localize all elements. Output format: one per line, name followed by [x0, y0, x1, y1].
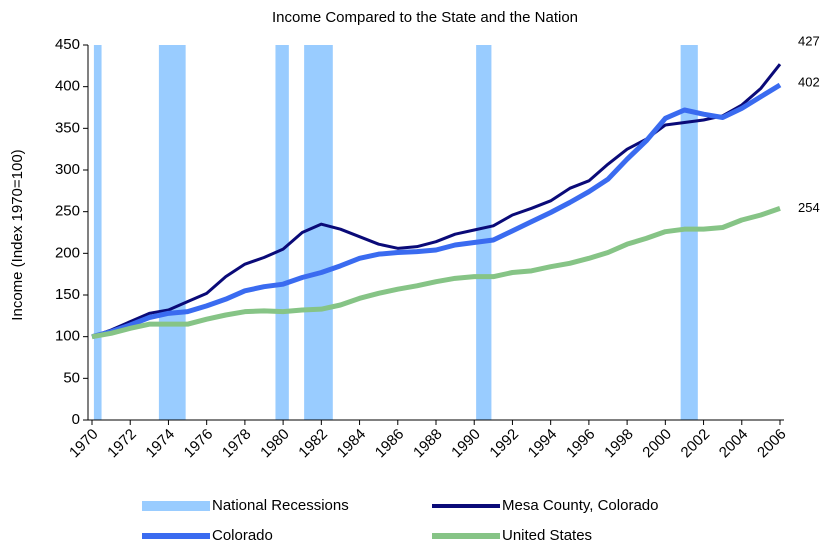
- y-tick-label: 400: [55, 78, 80, 95]
- series-line: [91, 82, 782, 340]
- x-tick-label: 1974: [142, 426, 178, 462]
- recession-band: [93, 45, 102, 420]
- end-label: 427: [798, 34, 820, 49]
- y-tick-label: 150: [55, 286, 80, 303]
- x-tick-label: 1970: [66, 426, 102, 462]
- legend-label: United States: [502, 527, 592, 544]
- x-tick-label: 2006: [754, 426, 790, 462]
- x-tick-label: 1992: [486, 426, 522, 462]
- y-tick-label: 300: [55, 161, 80, 178]
- x-tick-label: 1996: [563, 426, 599, 462]
- x-tick-label: 1986: [372, 426, 408, 462]
- x-tick-label: 1978: [219, 426, 255, 462]
- x-tick-label: 1994: [525, 426, 561, 462]
- series-line: [91, 205, 781, 340]
- recession-band: [476, 45, 492, 420]
- x-tick-label: 1990: [448, 426, 484, 462]
- recession-band: [304, 45, 333, 420]
- y-tick-label: 250: [55, 203, 80, 220]
- end-label: 254: [798, 200, 820, 215]
- recession-band: [680, 45, 698, 420]
- legend-label: National Recessions: [212, 497, 349, 514]
- series-line: [91, 63, 782, 339]
- chart-title: Income Compared to the State and the Nat…: [272, 9, 578, 26]
- x-tick-label: 1998: [601, 426, 637, 462]
- x-tick-label: 1980: [257, 426, 293, 462]
- y-tick-label: 100: [55, 328, 80, 345]
- recession-band: [158, 45, 186, 420]
- x-tick-label: 1976: [181, 426, 217, 462]
- x-tick-label: 2002: [678, 426, 714, 462]
- legend-label: Mesa County, Colorado: [502, 497, 658, 514]
- y-tick-label: 0: [72, 411, 80, 428]
- recession-band: [275, 45, 289, 420]
- x-tick-label: 2004: [716, 426, 752, 462]
- y-tick-label: 50: [63, 369, 80, 386]
- x-tick-label: 1984: [334, 426, 370, 462]
- x-tick-label: 1982: [295, 426, 331, 462]
- legend-label: Colorado: [212, 527, 273, 544]
- y-axis-label: Income (Index 1970=100): [9, 149, 26, 320]
- x-tick-label: 1988: [410, 426, 446, 462]
- y-tick-label: 200: [55, 244, 80, 261]
- y-tick-label: 350: [55, 119, 80, 136]
- y-tick-label: 450: [55, 36, 80, 53]
- x-tick-label: 2000: [639, 426, 675, 462]
- end-label: 402: [798, 74, 820, 89]
- x-tick-label: 1972: [104, 426, 140, 462]
